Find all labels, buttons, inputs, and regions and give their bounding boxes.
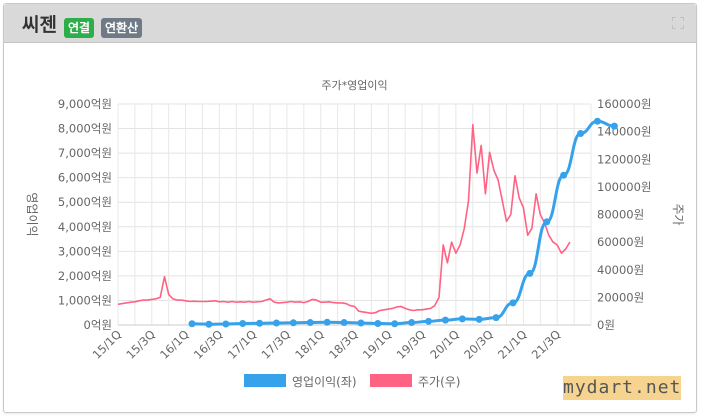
y2-tick-label: 160000원 (597, 97, 651, 111)
y-tick-label: 7,000억원 (58, 146, 112, 160)
x-tick-label: 18/3Q (326, 327, 361, 362)
x-tick-label: 15/1Q (90, 327, 125, 362)
x-tick-label: 16/3Q (191, 327, 226, 362)
y-tick-label: 6,000억원 (58, 171, 112, 185)
legend-swatch-operating-profit (244, 374, 286, 387)
operating-profit-point (441, 316, 449, 324)
operating-profit-point (188, 320, 196, 328)
operating-profit-point (509, 299, 517, 307)
watermark-logo: mydart.net (563, 376, 682, 400)
y-tick-label: 0억원 (84, 318, 112, 332)
y2-tick-label: 40000원 (597, 263, 644, 277)
chart-title: 주가*영업이익 (321, 79, 387, 92)
y2-tick-label: 20000원 (597, 290, 644, 304)
y-axis-title: 영업이익 (25, 192, 39, 236)
operating-profit-point (306, 319, 314, 327)
operating-profit-point (374, 320, 382, 328)
operating-profit-point (357, 319, 365, 327)
annualized-badge[interactable]: 연환산 (101, 18, 143, 38)
company-title: 씨젠 (22, 14, 57, 36)
operating-profit-line (192, 119, 615, 326)
y-tick-label: 8,000억원 (58, 122, 112, 136)
y-tick-label: 4,000억원 (58, 220, 112, 234)
legend-label-stock-price: 주가(우) (418, 375, 460, 389)
operating-profit-point (577, 129, 585, 137)
y2-tick-label: 120000원 (597, 152, 651, 166)
x-tick-label: 16/1Q (157, 327, 192, 362)
y2-tick-label: 80000원 (597, 208, 644, 222)
y2-tick-label: 60000원 (597, 235, 644, 249)
y2-tick-label: 0원 (597, 318, 615, 332)
card-header: 씨젠 연결 연환산 (4, 4, 696, 43)
legend-swatch-stock-price (370, 374, 412, 387)
operating-profit-point (272, 319, 280, 327)
y-tick-label: 5,000억원 (58, 195, 112, 209)
chart-area: 주가*영업이익 0억원 1,000억원 2,000억원 3,000억원 4,000억원 5,… (4, 42, 698, 414)
operating-profit-point (239, 320, 247, 328)
operating-profit-point (205, 320, 213, 328)
consolidated-badge[interactable]: 연결 (64, 18, 95, 38)
operating-profit-point (593, 117, 601, 125)
operating-profit-point (408, 319, 416, 327)
legend-label-operating-profit: 영업이익(좌) (292, 375, 357, 389)
operating-profit-point (256, 319, 264, 327)
operating-profit-point (222, 320, 230, 328)
y2-tick-label: 140000원 (597, 125, 651, 139)
y2-tick-label: 100000원 (597, 180, 651, 194)
operating-profit-point (425, 317, 433, 325)
stock-price-line (117, 123, 571, 315)
x-tick-label: 20/3Q (461, 327, 496, 362)
operating-profit-point (323, 318, 331, 326)
combo-chart: 주가*영업이익 0억원 1,000억원 2,000억원 3,000억원 4,000억원 5,… (25, 79, 685, 389)
x-tick-label: 17/3Q (258, 327, 293, 362)
y-tick-label: 1,000억원 (58, 293, 112, 307)
x-tick-label: 19/3Q (394, 327, 429, 362)
operating-profit-point (391, 320, 399, 328)
x-tick-label: 17/1Q (225, 327, 260, 362)
chart-card: 씨젠 연결 연환산 주가*영업이익 0억원 1,000억원 2,000억원 3,000억… (3, 3, 697, 413)
x-tick-label: 21/3Q (529, 327, 564, 362)
operating-profit-point (543, 218, 551, 226)
operating-profit-point (289, 319, 297, 327)
x-tick-label: 18/1Q (292, 327, 327, 362)
x-tick-label: 15/3Q (123, 327, 158, 362)
operating-profit-point (475, 315, 483, 323)
operating-profit-point (560, 171, 568, 179)
x-tick-label: 20/1Q (427, 327, 462, 362)
operating-profit-point (458, 315, 466, 323)
expand-icon[interactable] (672, 17, 684, 29)
operating-profit-point (610, 122, 618, 130)
y-tick-label: 9,000억원 (58, 97, 112, 111)
y-tick-label: 2,000억원 (58, 269, 112, 283)
x-tick-label: 21/1Q (495, 327, 530, 362)
x-tick-label: 19/1Q (360, 327, 395, 362)
operating-profit-point (526, 269, 534, 277)
y-tick-label: 3,000억원 (58, 244, 112, 258)
operating-profit-point (340, 319, 348, 327)
y2-axis-title: 주가 (671, 203, 685, 225)
operating-profit-point (492, 314, 500, 322)
